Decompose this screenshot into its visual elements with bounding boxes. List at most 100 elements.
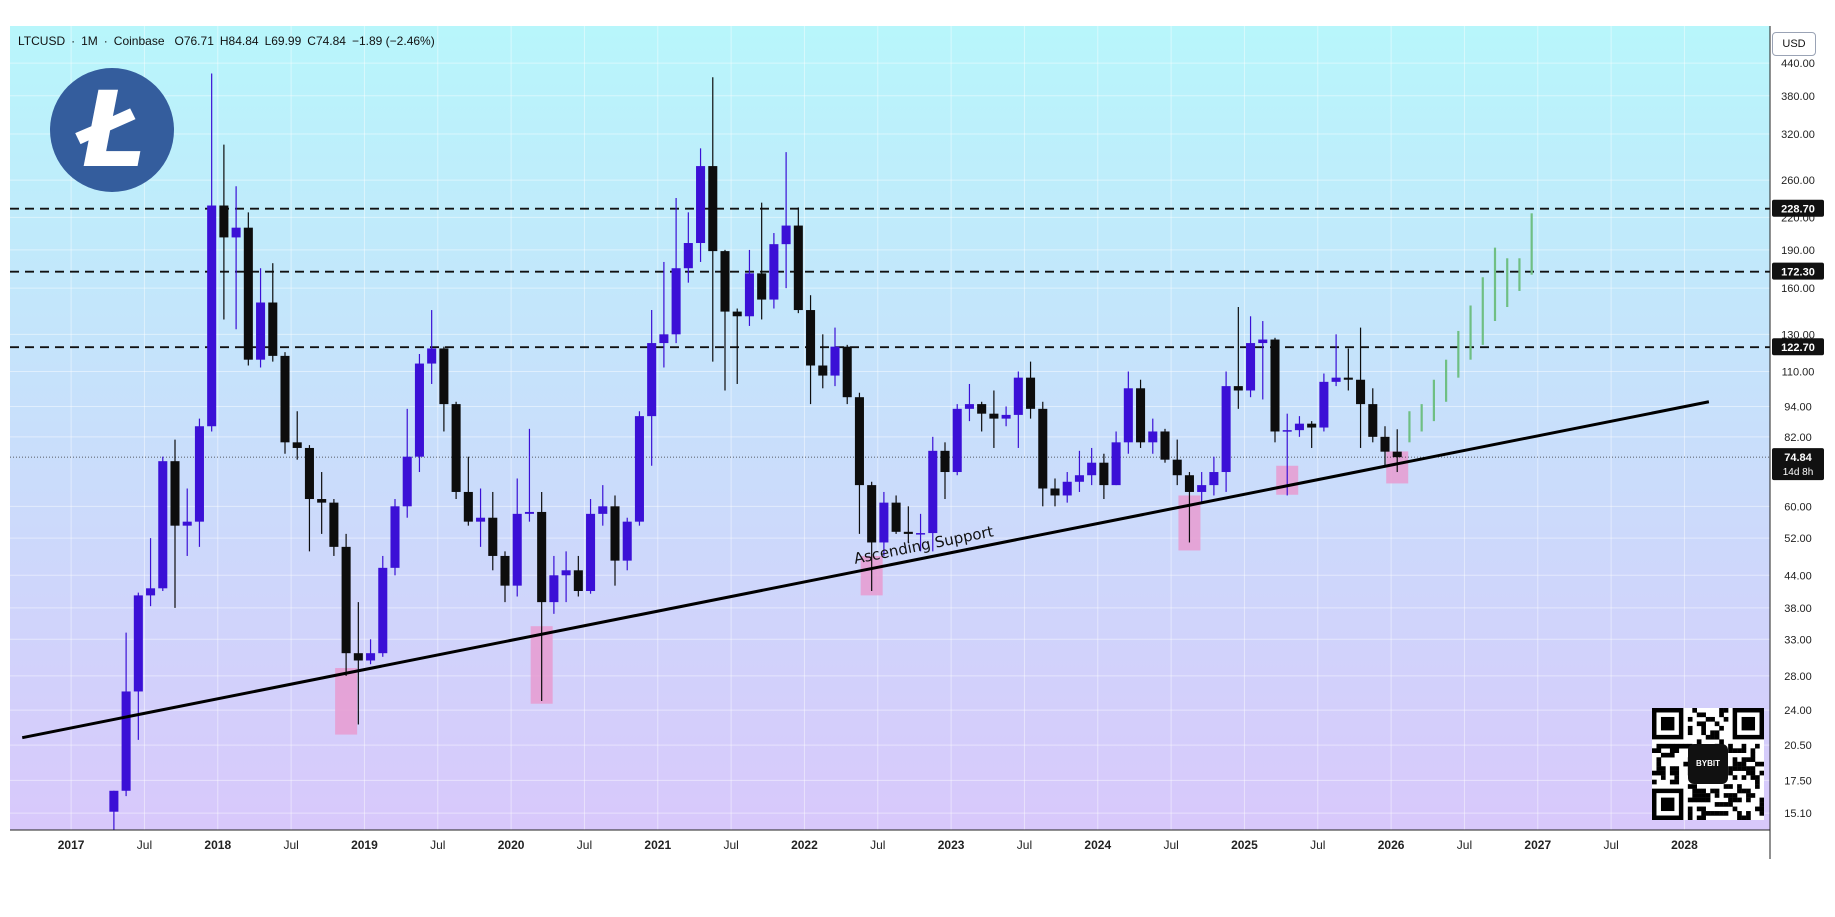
qr-module <box>1750 793 1756 798</box>
qr-module <box>1750 748 1756 753</box>
qr-module <box>1728 748 1733 753</box>
candle-body <box>476 517 486 522</box>
candle <box>634 411 644 526</box>
candle <box>524 428 534 522</box>
candle <box>182 488 192 556</box>
candle <box>500 551 510 603</box>
candle-body <box>1062 481 1072 496</box>
candle <box>341 533 351 676</box>
candle <box>879 491 889 556</box>
qr-module <box>1732 797 1738 803</box>
candle <box>720 249 730 391</box>
qr-module <box>1652 779 1657 785</box>
time-tick-label: 2025 <box>1231 838 1258 852</box>
candle <box>708 77 718 362</box>
price-axis-background <box>1770 26 1825 830</box>
qr-module <box>1656 748 1662 753</box>
qr-module <box>1665 743 1671 749</box>
candle <box>219 144 229 320</box>
time-tick-label: Jul <box>577 838 592 852</box>
candle-body <box>268 302 278 356</box>
candle-body <box>732 311 742 317</box>
qr-module <box>1705 797 1711 803</box>
qr-brand-label: BYBIT <box>1688 744 1728 784</box>
candle <box>1001 406 1011 427</box>
qr-module <box>1728 770 1733 776</box>
qr-module <box>1755 806 1760 812</box>
symbol-header: LTCUSD · 1M · Coinbase O76.71 H84.84 L69.99 C74.… <box>18 34 441 48</box>
qr-module <box>1728 797 1733 803</box>
qr-module <box>1669 766 1675 771</box>
qr-module <box>1674 748 1680 753</box>
qr-module <box>1710 811 1715 816</box>
candle-body <box>842 346 852 398</box>
candle-body <box>683 243 693 269</box>
candle <box>1184 472 1194 543</box>
qr-module <box>1746 788 1751 794</box>
candle <box>1050 478 1060 507</box>
candle <box>414 354 424 473</box>
price-chart[interactable]: Ascending Support 440.00380.00320.00260.… <box>10 26 1825 859</box>
candle-body <box>439 348 449 405</box>
chart-area[interactable]: Ascending Support 440.00 380.00 320.00 260.… <box>10 26 1825 859</box>
candle-body <box>366 653 376 661</box>
qr-module <box>1692 788 1697 794</box>
candle <box>928 436 938 552</box>
qr-module <box>1723 784 1729 789</box>
time-tick-label: 2022 <box>791 838 818 852</box>
candle <box>439 346 449 432</box>
currency-button[interactable]: USD <box>1772 32 1816 56</box>
candle <box>1294 416 1304 437</box>
qr-module <box>1750 757 1756 762</box>
price-tick-label: 110.00 <box>1782 366 1815 378</box>
candle-body <box>219 205 229 238</box>
candle <box>1062 472 1072 503</box>
price-axis[interactable]: 440.00380.00320.00260.00220.00190.00160.… <box>1781 58 1815 820</box>
qr-module <box>1696 788 1702 794</box>
candle-body <box>1294 423 1304 431</box>
qr-module <box>1728 793 1733 798</box>
qr-module <box>1719 739 1724 745</box>
candle <box>659 261 669 368</box>
time-axis-background <box>10 830 1825 859</box>
candle <box>170 439 180 608</box>
price-tick-label: 94.00 <box>1784 401 1812 413</box>
price-tick-label: 260.00 <box>1781 175 1815 187</box>
candle-body <box>292 442 302 448</box>
candle <box>304 445 314 552</box>
interval[interactable]: 1M <box>81 34 98 48</box>
candle-body <box>194 426 204 522</box>
qr-module <box>1687 815 1693 821</box>
qr-module <box>1732 757 1738 762</box>
candle-body <box>659 334 669 344</box>
candle <box>378 555 388 657</box>
candle-body <box>1246 343 1256 391</box>
qr-module <box>1696 793 1702 798</box>
candle <box>1013 371 1023 448</box>
qr-module <box>1732 748 1738 753</box>
candle-body <box>769 244 779 300</box>
candle-body <box>1038 408 1048 489</box>
candle-body <box>1368 404 1378 437</box>
qr-module <box>1755 784 1760 789</box>
price-tick-label: 15.10 <box>1784 808 1812 820</box>
price-tick-label: 44.00 <box>1784 570 1812 582</box>
qr-module <box>1750 752 1756 758</box>
time-axis[interactable]: 2017 Jul 2018 Jul 2019 Jul 2020 Jul 2021 Jul 2022 J… <box>58 838 1698 852</box>
candle-body <box>500 555 510 586</box>
candle-body <box>720 251 730 312</box>
qr-module <box>1683 743 1689 749</box>
qr-module <box>1732 761 1738 767</box>
candle <box>146 538 156 607</box>
candle-body <box>1343 377 1353 380</box>
trendline[interactable] <box>21 400 1710 740</box>
candle-body <box>451 404 461 492</box>
symbol-name[interactable]: LTCUSD <box>18 34 66 48</box>
qr-module <box>1660 743 1666 749</box>
qr-module <box>1741 761 1747 767</box>
candle <box>964 383 974 422</box>
qr-module <box>1759 806 1765 812</box>
candle <box>1160 428 1170 463</box>
candle <box>427 310 437 384</box>
candle <box>891 495 901 534</box>
